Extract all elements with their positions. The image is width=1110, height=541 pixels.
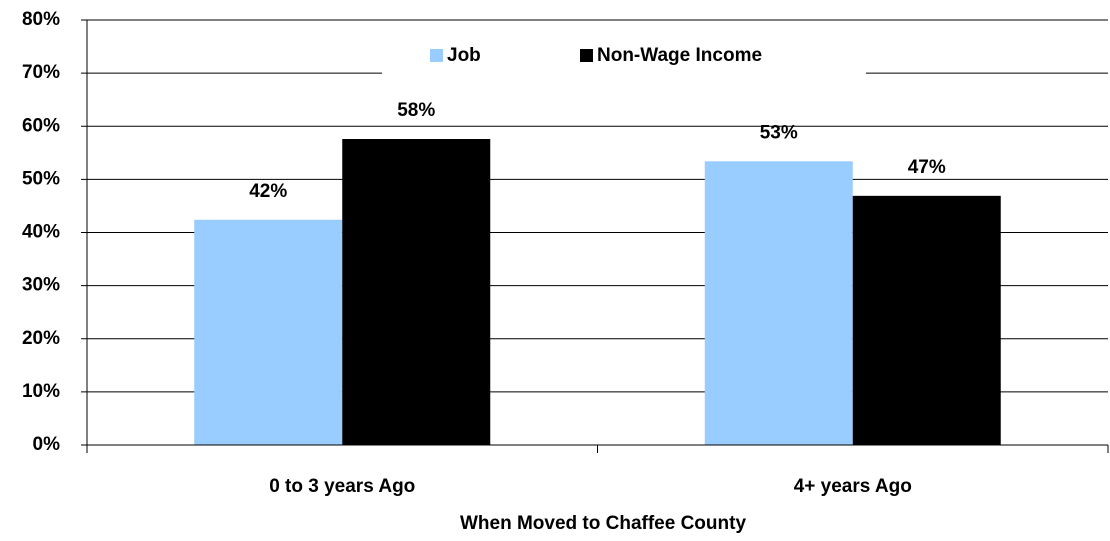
bar [342,139,491,445]
legend-label: Job [447,45,481,66]
y-tick-label: 80% [22,9,60,30]
y-tick-label: 0% [33,434,61,455]
legend-swatch [580,49,593,62]
y-tick-label: 70% [22,62,60,83]
bar [704,161,853,445]
legend-box [382,38,866,90]
data-label: 47% [908,157,946,178]
data-label: 42% [249,181,287,202]
legend-swatch [430,49,443,62]
x-axis-title: When Moved to Chaffee County [460,513,746,534]
y-tick-label: 30% [22,275,60,296]
x-tick-label: 4+ years Ago [794,476,912,497]
data-label: 58% [397,100,435,121]
x-tick-label: 0 to 3 years Ago [269,476,415,497]
bar [852,195,1001,445]
y-tick-label: 20% [22,328,60,349]
y-tick-label: 40% [22,222,60,243]
legend-label: Non-Wage Income [597,45,762,66]
bar [194,219,343,445]
y-tick-label: 50% [22,168,60,189]
y-tick-label: 60% [22,115,60,136]
data-label: 53% [760,122,798,143]
y-tick-label: 10% [22,381,60,402]
